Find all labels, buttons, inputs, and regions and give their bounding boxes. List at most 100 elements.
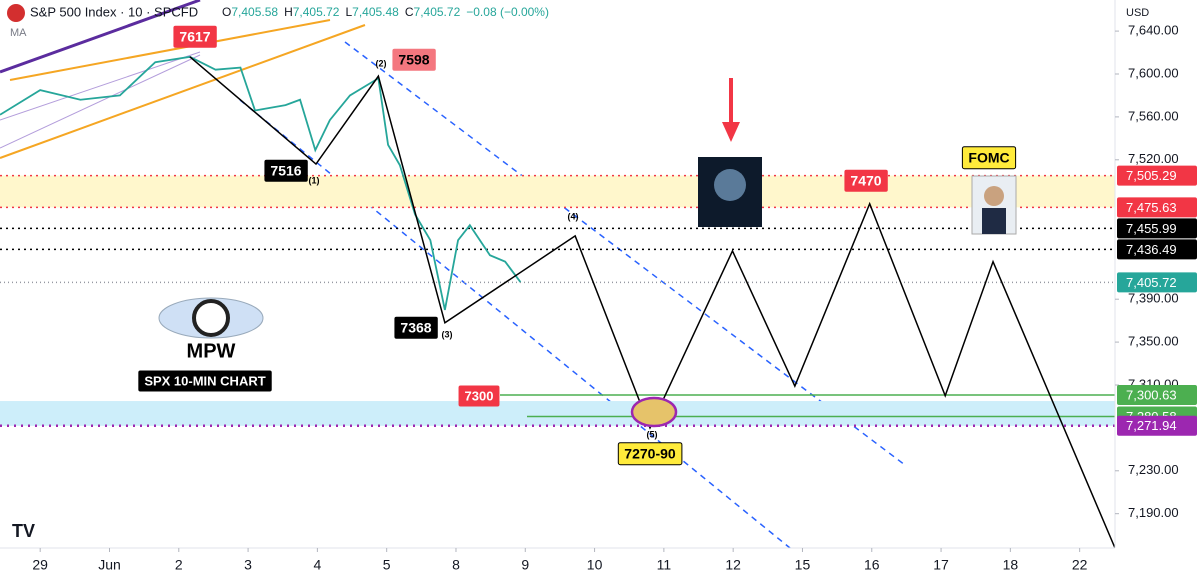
ohlc-key: L <box>345 5 352 19</box>
marks <box>0 55 1116 549</box>
level-label: 7,505.29 <box>1126 168 1177 183</box>
annotation-box <box>138 370 272 392</box>
level-badge <box>1117 415 1197 436</box>
zone <box>0 175 1115 208</box>
x-tick-label: 8 <box>452 557 460 573</box>
annotation: 7368 <box>400 320 431 336</box>
y-tick-label: 7,390.00 <box>1128 291 1179 306</box>
x-tick-label: 11 <box>657 557 672 573</box>
annotation: 7470 <box>850 173 881 189</box>
trendline <box>0 24 366 159</box>
level-label: 7,405.72 <box>1126 275 1177 290</box>
annotation-box <box>264 159 308 182</box>
x-tick-label: 17 <box>933 557 949 573</box>
annotation: (4) <box>568 211 579 221</box>
fomc-image <box>982 208 1006 234</box>
annotation: 7516 <box>270 163 301 179</box>
x-tick-label: 9 <box>521 557 529 573</box>
grid <box>0 174 1115 428</box>
time-axis <box>0 548 1200 577</box>
y-tick-label: 7,190.00 <box>1128 505 1179 520</box>
level-badge <box>1117 165 1197 186</box>
x-tick-label: 3 <box>244 557 252 573</box>
arrow <box>722 122 740 142</box>
annotation-box <box>617 442 683 466</box>
x-tick-label: 29 <box>32 557 48 573</box>
zones <box>0 175 1115 426</box>
annotations: 7617 7598 7516 7368 7470 7300 7270-90 FOMC (1) (2… <box>138 25 1017 466</box>
annotation-box <box>961 146 1017 170</box>
level-badge <box>1117 218 1197 239</box>
panda-logo <box>192 299 230 337</box>
symbol: S&P 500 Index · 10 · SPCFD <box>30 4 198 19</box>
x-tick-label: 2 <box>175 557 183 573</box>
annotation-box <box>392 48 436 71</box>
ohlc-key: H <box>284 5 293 19</box>
level-label: 7,436.49 <box>1126 242 1177 257</box>
y-tick-label: 7,560.00 <box>1128 108 1179 123</box>
level-badge <box>1117 385 1197 406</box>
annotation: 7598 <box>398 52 429 68</box>
annotation: SPX 10-MIN CHART <box>144 373 265 388</box>
x-tick-label: 18 <box>1003 557 1019 573</box>
annotation: (1) <box>309 175 320 185</box>
y-tick-label: 7,600.00 <box>1128 65 1179 80</box>
x-tick-label: Jun <box>98 557 121 573</box>
change: −0.08 (−0.00%) <box>466 5 549 19</box>
axes: 7,640.00 7,600.00 7,560.00 7,520.00 7,390.00… <box>32 23 1197 573</box>
level-badge <box>1117 272 1197 293</box>
annotation: (2) <box>376 58 387 68</box>
currency: USD <box>1126 7 1149 19</box>
annotation: (3) <box>442 329 453 339</box>
x-tick-label: 10 <box>587 557 603 573</box>
symbol-icon <box>7 4 25 22</box>
trendline <box>0 54 201 149</box>
annotation: 7617 <box>179 29 210 45</box>
level-label: 7,475.63 <box>1126 200 1177 215</box>
ohlc-value: 7,405.48 <box>352 5 399 19</box>
tv-logo: TV <box>12 521 35 541</box>
ohlc-value: 7,405.58 <box>231 5 278 19</box>
y-tick-label: 7,230.00 <box>1128 462 1179 477</box>
x-tick-label: 15 <box>795 557 811 573</box>
ohlc-key: C <box>405 5 414 19</box>
fomc-image <box>984 186 1004 206</box>
ohlc: O7,405.58 H7,405.72 L7,405.48 C7,405.72 −0.0… <box>222 5 549 19</box>
y-tick-label: 7,350.00 <box>1128 334 1179 349</box>
ohlc-value: 7,405.72 <box>414 5 461 19</box>
trendline <box>0 51 201 121</box>
annotation: MPW <box>187 340 236 362</box>
level-label: 7,300.63 <box>1126 387 1177 402</box>
trendline <box>0 0 201 74</box>
y-tick-label: 7,640.00 <box>1128 23 1179 38</box>
target-ellipse <box>630 396 678 428</box>
y-tick-label: 7,520.00 <box>1128 151 1179 166</box>
trendline <box>239 99 791 549</box>
x-tick-label: 5 <box>383 557 391 573</box>
annotation-box <box>458 385 500 407</box>
annotation: FOMC <box>968 150 1009 166</box>
zone <box>0 401 1115 426</box>
level-label: 7,455.99 <box>1126 221 1177 236</box>
images <box>158 78 1017 339</box>
annotation: 7300 <box>465 388 494 403</box>
ma-label: MA <box>10 27 27 39</box>
annotation-box <box>844 169 888 192</box>
x-tick-label: 22 <box>1072 557 1088 573</box>
spacex-image <box>714 169 746 201</box>
x-tick-label: 4 <box>313 557 321 573</box>
trendline <box>9 19 331 81</box>
price-line <box>0 55 522 311</box>
ohlc-value: 7,405.72 <box>293 5 340 19</box>
price-line <box>189 56 1116 549</box>
x-tick-label: 12 <box>725 557 741 573</box>
x-tick-label: 16 <box>864 557 880 573</box>
annotation: (5) <box>647 429 658 439</box>
level-badge <box>1117 239 1197 260</box>
level-label: 7,271.94 <box>1126 418 1177 433</box>
ohlc-key: O <box>222 5 231 19</box>
level-badge <box>1117 197 1197 218</box>
